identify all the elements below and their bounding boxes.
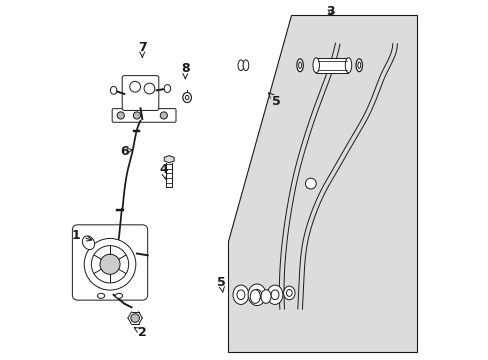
Circle shape bbox=[129, 81, 140, 92]
Ellipse shape bbox=[252, 289, 261, 300]
Text: 3: 3 bbox=[325, 5, 334, 18]
Ellipse shape bbox=[345, 58, 351, 73]
Ellipse shape bbox=[286, 289, 292, 296]
Ellipse shape bbox=[185, 95, 188, 100]
Ellipse shape bbox=[115, 293, 122, 298]
Circle shape bbox=[91, 246, 128, 283]
Ellipse shape bbox=[183, 93, 191, 103]
Ellipse shape bbox=[270, 290, 278, 300]
Ellipse shape bbox=[261, 290, 270, 303]
Ellipse shape bbox=[312, 58, 319, 73]
Ellipse shape bbox=[298, 62, 301, 68]
Ellipse shape bbox=[283, 286, 294, 300]
FancyBboxPatch shape bbox=[122, 76, 159, 111]
Circle shape bbox=[131, 314, 139, 322]
Circle shape bbox=[117, 112, 124, 119]
Circle shape bbox=[84, 238, 136, 290]
FancyBboxPatch shape bbox=[112, 109, 176, 122]
Ellipse shape bbox=[296, 59, 303, 72]
Ellipse shape bbox=[164, 85, 170, 93]
Ellipse shape bbox=[243, 60, 248, 71]
Polygon shape bbox=[228, 15, 416, 352]
Ellipse shape bbox=[82, 236, 95, 249]
Ellipse shape bbox=[110, 86, 117, 94]
Circle shape bbox=[305, 178, 316, 189]
Text: 8: 8 bbox=[181, 62, 189, 78]
Ellipse shape bbox=[266, 285, 282, 305]
Ellipse shape bbox=[357, 62, 360, 68]
Circle shape bbox=[100, 254, 120, 274]
Text: 2: 2 bbox=[134, 326, 146, 339]
FancyBboxPatch shape bbox=[72, 225, 147, 300]
Text: 6: 6 bbox=[120, 145, 132, 158]
Polygon shape bbox=[164, 156, 174, 163]
Text: 5: 5 bbox=[268, 93, 281, 108]
Ellipse shape bbox=[237, 290, 244, 300]
Text: 1: 1 bbox=[71, 229, 92, 242]
Ellipse shape bbox=[247, 284, 265, 306]
Ellipse shape bbox=[97, 293, 104, 298]
Ellipse shape bbox=[238, 60, 244, 71]
Ellipse shape bbox=[355, 59, 362, 72]
Text: 5: 5 bbox=[216, 276, 225, 292]
Circle shape bbox=[160, 112, 167, 119]
Text: 7: 7 bbox=[138, 41, 146, 57]
Circle shape bbox=[133, 112, 140, 119]
Ellipse shape bbox=[250, 290, 260, 303]
Circle shape bbox=[144, 83, 155, 94]
Ellipse shape bbox=[233, 285, 248, 305]
Bar bbox=[316, 58, 348, 73]
Text: 4: 4 bbox=[159, 163, 168, 179]
